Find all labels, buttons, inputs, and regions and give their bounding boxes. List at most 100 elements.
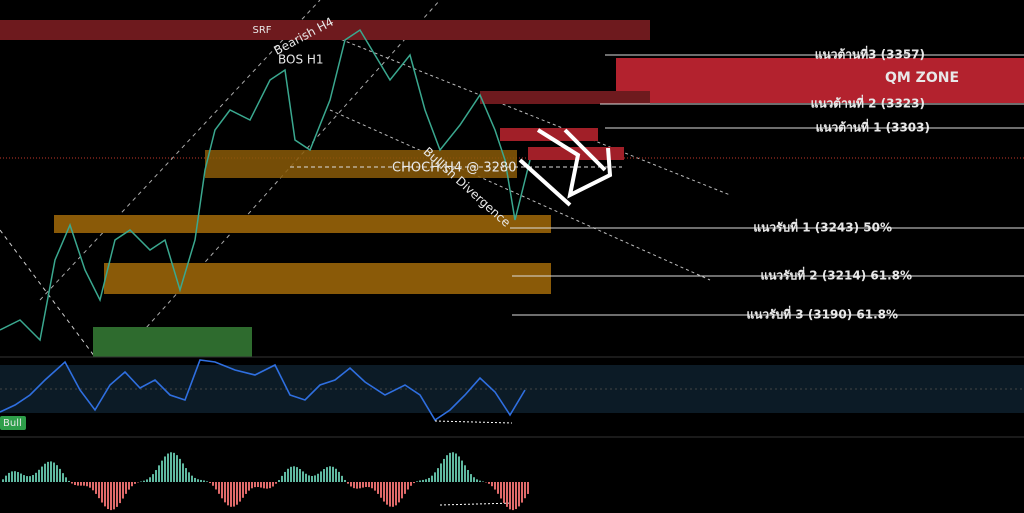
histogram-bar bbox=[143, 480, 145, 482]
histogram-bar bbox=[206, 481, 208, 482]
histogram-bar bbox=[332, 466, 334, 482]
histogram-bar bbox=[242, 482, 244, 498]
histogram-bar bbox=[56, 465, 58, 482]
histogram-bar bbox=[347, 482, 349, 484]
histogram-bar bbox=[338, 471, 340, 482]
histogram-bar bbox=[224, 482, 226, 503]
histogram-bar bbox=[275, 482, 277, 484]
histogram-bar bbox=[404, 482, 406, 494]
resistance-zone bbox=[480, 91, 650, 104]
histogram-bar bbox=[353, 482, 355, 489]
histogram-bar bbox=[272, 482, 274, 487]
histogram-bar bbox=[359, 482, 361, 489]
histogram-bar bbox=[470, 474, 472, 482]
histogram-bar bbox=[509, 482, 511, 510]
histogram-bar bbox=[416, 481, 418, 482]
histogram-bar bbox=[446, 455, 448, 482]
histogram-bar bbox=[344, 479, 346, 482]
histogram-bar bbox=[521, 482, 523, 503]
histogram-bar bbox=[323, 469, 325, 482]
histogram-bar bbox=[8, 472, 10, 482]
histogram-bar bbox=[443, 458, 445, 482]
histogram-bar bbox=[188, 472, 190, 482]
histogram-bar bbox=[503, 482, 505, 504]
histogram-bar bbox=[17, 472, 19, 482]
histogram-bar bbox=[65, 477, 67, 482]
histogram-bar bbox=[89, 482, 91, 488]
divergence-line bbox=[434, 420, 513, 424]
histogram-bar bbox=[149, 477, 151, 482]
histogram-bar bbox=[413, 482, 415, 484]
bull-badge bbox=[0, 416, 26, 430]
histogram-bar bbox=[449, 452, 451, 482]
histogram-bar bbox=[44, 463, 46, 482]
histogram-bar bbox=[269, 482, 271, 489]
histogram-bar bbox=[95, 482, 97, 494]
histogram-bar bbox=[173, 452, 175, 482]
histogram-bar bbox=[461, 460, 463, 482]
histogram-bar bbox=[284, 471, 286, 482]
histogram-bar bbox=[59, 468, 61, 482]
histogram-bar bbox=[71, 482, 73, 484]
histogram-bar bbox=[119, 482, 121, 504]
resistance-label: แนวต้านที่3 (3357) bbox=[815, 46, 925, 62]
histogram-bar bbox=[377, 482, 379, 494]
histogram-bar bbox=[254, 482, 256, 488]
histogram-bar bbox=[125, 482, 127, 494]
histogram-bar bbox=[500, 482, 502, 499]
histogram-bar bbox=[266, 482, 268, 489]
support-label: แนวรับที่ 2 (3214) 61.8% bbox=[760, 267, 912, 283]
histogram-bar bbox=[236, 482, 238, 505]
histogram-bar bbox=[476, 479, 478, 482]
histogram-bar bbox=[308, 475, 310, 482]
histogram-bar bbox=[482, 481, 484, 482]
histogram-bar bbox=[356, 482, 358, 489]
histogram-bar bbox=[527, 482, 529, 494]
histogram-bar bbox=[263, 482, 265, 489]
histogram-bar bbox=[41, 466, 43, 482]
histogram-bar bbox=[302, 471, 304, 482]
histogram-bar bbox=[191, 475, 193, 482]
histogram-bar bbox=[26, 476, 28, 482]
histogram-bar bbox=[128, 482, 130, 490]
histogram-bar bbox=[458, 456, 460, 482]
histogram-bar bbox=[422, 479, 424, 482]
histogram-bar bbox=[374, 482, 376, 491]
histogram-bar bbox=[221, 482, 223, 499]
histogram-bar bbox=[116, 482, 118, 507]
histogram-bar bbox=[155, 470, 157, 482]
histogram-bar bbox=[98, 482, 100, 499]
histogram-bar bbox=[38, 469, 40, 482]
histogram-bar bbox=[311, 475, 313, 482]
qm-zone bbox=[616, 58, 1024, 103]
histogram-bar bbox=[383, 482, 385, 502]
histogram-bar bbox=[200, 479, 202, 482]
histogram-bar bbox=[62, 473, 64, 482]
support-label: แนวรับที่ 1 (3243) 50% bbox=[753, 219, 892, 235]
histogram-bar bbox=[248, 482, 250, 491]
histogram-bar bbox=[20, 473, 22, 482]
projection-arrow bbox=[563, 128, 607, 172]
price-series bbox=[0, 28, 531, 342]
histogram-bar bbox=[218, 482, 220, 494]
histogram-bar bbox=[260, 482, 262, 488]
channel-line bbox=[0, 229, 96, 358]
histogram bbox=[2, 452, 529, 511]
histogram-bar bbox=[83, 482, 85, 486]
histogram-bar bbox=[455, 453, 457, 482]
demand-zone bbox=[93, 327, 252, 357]
histogram-bar bbox=[92, 482, 94, 491]
histogram-bar bbox=[68, 480, 70, 482]
histogram-bar bbox=[104, 482, 106, 507]
histogram-bar bbox=[314, 475, 316, 482]
histogram-bar bbox=[176, 455, 178, 482]
histogram-bar bbox=[179, 458, 181, 482]
histogram-bar bbox=[320, 471, 322, 482]
histogram-bar bbox=[227, 482, 229, 506]
resistance-label: แนวต้านที่ 2 (3323) bbox=[811, 95, 925, 111]
histogram-bar bbox=[122, 482, 124, 499]
histogram-bar bbox=[398, 482, 400, 503]
histogram-bar bbox=[467, 469, 469, 482]
histogram-bar bbox=[185, 468, 187, 482]
